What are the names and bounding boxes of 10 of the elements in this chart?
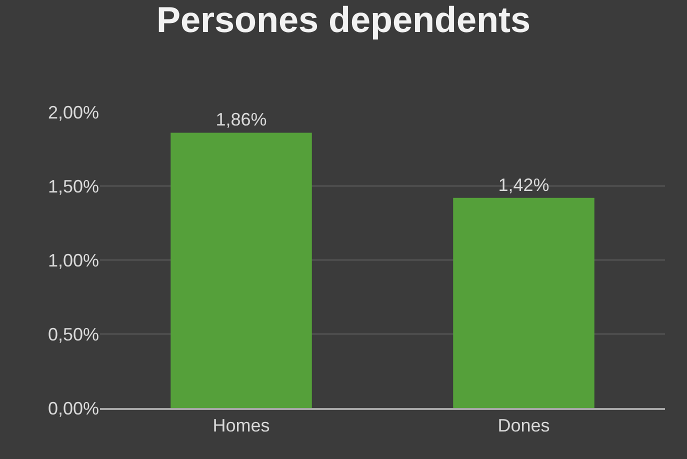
text: 1,86% — [216, 110, 267, 130]
y-tick-label: 1,50% — [48, 176, 99, 196]
x-tick-label: Dones — [498, 416, 550, 436]
y-tick-label: 0,50% — [48, 324, 99, 344]
chart-title: Persones dependents — [156, 0, 531, 40]
x-tick-label: Homes — [212, 416, 270, 436]
y-tick-label: 2,00% — [48, 102, 99, 122]
text: 1,42% — [498, 174, 550, 195]
y-tick-label: 1,00% — [48, 250, 99, 270]
y-tick-label: 0,00% — [48, 398, 99, 418]
